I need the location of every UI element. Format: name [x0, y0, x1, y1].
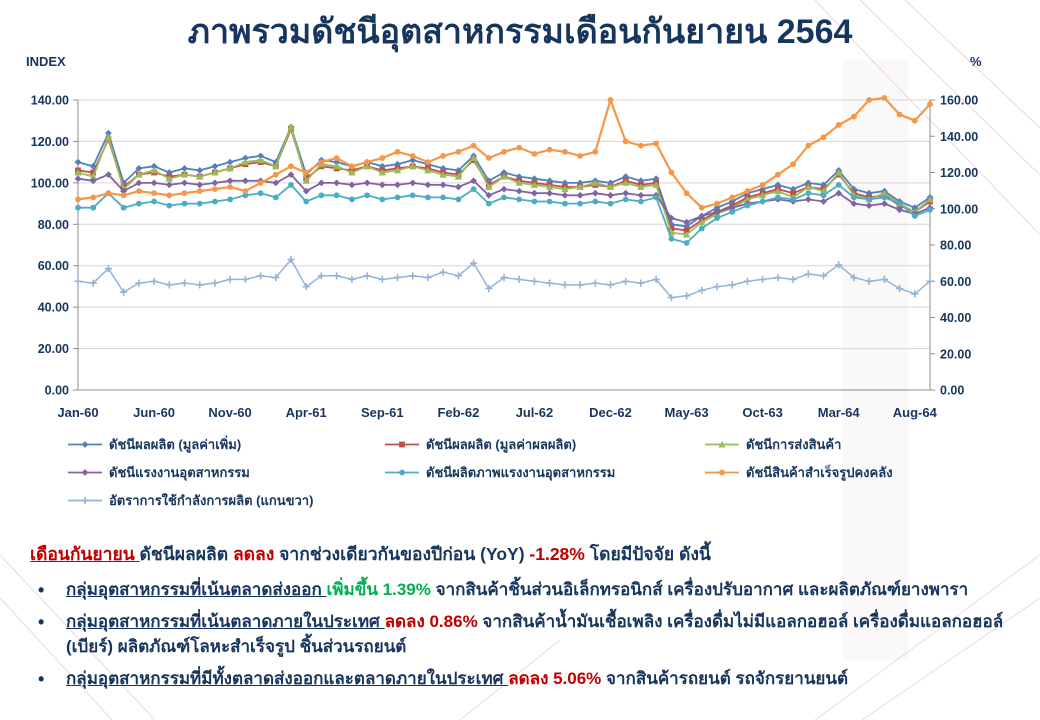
text-segment: จากสินค้าน้ำมันเชื้อเพลิง เครื่องดื่มไม่… [66, 611, 1004, 657]
summary-bullets: กลุ่มอุตสาหกรรมที่เน้นตลาดส่งออก เพิ่มขึ… [30, 577, 1014, 692]
text-segment: กลุ่มอุตสาหกรรมที่เน้นตลาดภายในประเทศ [66, 611, 385, 631]
legend-label: อัตราการใช้กำลังการผลิต (แกนขวา) [109, 493, 314, 508]
svg-text:0.00: 0.00 [940, 384, 964, 398]
text-segment: โดยมีปัจจัย ดังนี้ [589, 544, 711, 564]
legend-item: อัตราการใช้กำลังการผลิต (แกนขวา) [68, 490, 385, 511]
legend-label: ดัชนีผลผลิต (มูลค่าเพิ่ม) [109, 437, 242, 452]
text-segment: -1.28% [529, 544, 590, 564]
text-segment: กลุ่มอุตสาหกรรมที่เน้นตลาดส่งออก [66, 580, 327, 599]
text-segment: เดือนกันยายน [30, 544, 140, 564]
svg-text:20.00: 20.00 [940, 347, 971, 361]
summary-bullet: กลุ่มอุตสาหกรรมที่เน้นตลาดภายในประเทศ ลด… [30, 609, 1014, 660]
svg-text:20.00: 20.00 [38, 342, 69, 356]
legend-marker-circle-icon [705, 469, 739, 476]
svg-text:Sep-61: Sep-61 [361, 405, 404, 420]
svg-text:140.00: 140.00 [31, 94, 69, 108]
svg-text:40.00: 40.00 [940, 311, 971, 325]
svg-text:120.00: 120.00 [940, 166, 978, 180]
summary-bullet: กลุ่มอุตสาหกรรมที่มีทั้งตลาดส่งออกและตลา… [30, 666, 1014, 692]
legend-item: ดัชนีผลผลิต (มูลค่าเพิ่ม) [68, 434, 385, 455]
legend-item: ดัชนีผลผลิต (มูลค่าผลผลิต) [385, 434, 705, 455]
legend-item: ดัชนีแรงงานอุตสาหกรรม [68, 462, 385, 483]
svg-text:160.00: 160.00 [940, 94, 978, 108]
summary-bullet: กลุ่มอุตสาหกรรมที่เน้นตลาดส่งออก เพิ่มขึ… [30, 577, 1014, 603]
svg-text:40.00: 40.00 [38, 301, 69, 315]
svg-text:Aug-64: Aug-64 [893, 405, 938, 420]
legend-label: ดัชนีผลผลิต (มูลค่าผลผลิต) [426, 437, 577, 452]
legend-marker-diamond-icon [68, 469, 102, 476]
legend-marker-plus-icon [68, 496, 102, 505]
svg-text:60.00: 60.00 [940, 275, 971, 289]
svg-text:60.00: 60.00 [38, 259, 69, 273]
page-title: ภาพรวมดัชนีอุตสาหกรรมเดือนกันยายน 2564 [187, 13, 853, 51]
svg-text:80.00: 80.00 [940, 239, 971, 253]
svg-text:May-63: May-63 [665, 405, 709, 420]
legend-label: ดัชนีการส่งสินค้า [746, 437, 842, 452]
legend-marker-square-icon [385, 441, 419, 448]
left-axis-title: INDEX [26, 54, 66, 69]
svg-text:Jul-62: Jul-62 [516, 405, 554, 420]
svg-text:Nov-60: Nov-60 [208, 405, 251, 420]
svg-text:Dec-62: Dec-62 [589, 405, 632, 420]
text-segment: ดัชนีผลผลิต [139, 544, 233, 564]
svg-text:140.00: 140.00 [940, 130, 978, 144]
summary-intro: เดือนกันยายน ดัชนีผลผลิต ลดลง จากช่วงเดี… [30, 540, 1014, 568]
svg-text:Apr-61: Apr-61 [286, 405, 327, 420]
text-segment: เพิ่มขึ้น 1.39% [326, 580, 436, 599]
svg-text:100.00: 100.00 [940, 202, 978, 216]
legend-marker-circle-icon [385, 469, 419, 476]
svg-text:120.00: 120.00 [31, 135, 69, 149]
legend-item: ดัชนีการส่งสินค้า [705, 434, 1040, 455]
svg-text:Jun-60: Jun-60 [133, 405, 175, 420]
legend-label: ดัชนีแรงงานอุตสาหกรรม [109, 465, 250, 480]
svg-text:80.00: 80.00 [38, 218, 69, 232]
text-segment: กลุ่มอุตสาหกรรมที่มีทั้งตลาดส่งออกและตลา… [66, 668, 509, 688]
legend-marker-diamond-icon [68, 441, 102, 448]
legend-item: ดัชนีสินค้าสำเร็จรูปคงคลัง [705, 462, 1040, 483]
text-segment: ลดลง [232, 544, 280, 564]
text-segment: ลดลง 0.86% [384, 611, 483, 631]
svg-text:Mar-64: Mar-64 [818, 405, 861, 420]
industrial-indices-chart: 0.00 20.00 40.00 60.00 80.00 100.00 120.00 140.… [31, 94, 979, 421]
text-segment: จากช่วงเดียวกันของปีก่อน (YoY) [279, 544, 530, 564]
legend-item: ดัชนีผลิตภาพแรงงานอุตสาหกรรม [385, 462, 705, 483]
right-axis-title: % [970, 54, 982, 69]
svg-text:100.00: 100.00 [31, 176, 69, 190]
text-segment: จากสินค้าชิ้นส่วนอิเล็กทรอนิกส์ เครื่องป… [435, 580, 969, 599]
text-segment: จากสินค้ารถยนต์ รถจักรยานยนต์ [606, 668, 849, 688]
chart-legend: ดัชนีผลผลิต (มูลค่าเพิ่ม) ดัชนีผลผลิต (มู… [0, 434, 1040, 511]
legend-label: ดัชนีสินค้าสำเร็จรูปคงคลัง [746, 465, 893, 480]
svg-text:0.00: 0.00 [45, 384, 69, 398]
svg-text:Feb-62: Feb-62 [437, 405, 479, 420]
legend-marker-triangle-icon [705, 440, 739, 448]
text-segment: ลดลง 5.06% [508, 668, 607, 688]
svg-text:Oct-63: Oct-63 [742, 405, 782, 420]
svg-text:Jan-60: Jan-60 [57, 405, 98, 420]
legend-label: ดัชนีผลิตภาพแรงงานอุตสาหกรรม [426, 465, 616, 480]
summary: เดือนกันยายน ดัชนีผลผลิต ลดลง จากช่วงเดี… [30, 540, 1014, 697]
